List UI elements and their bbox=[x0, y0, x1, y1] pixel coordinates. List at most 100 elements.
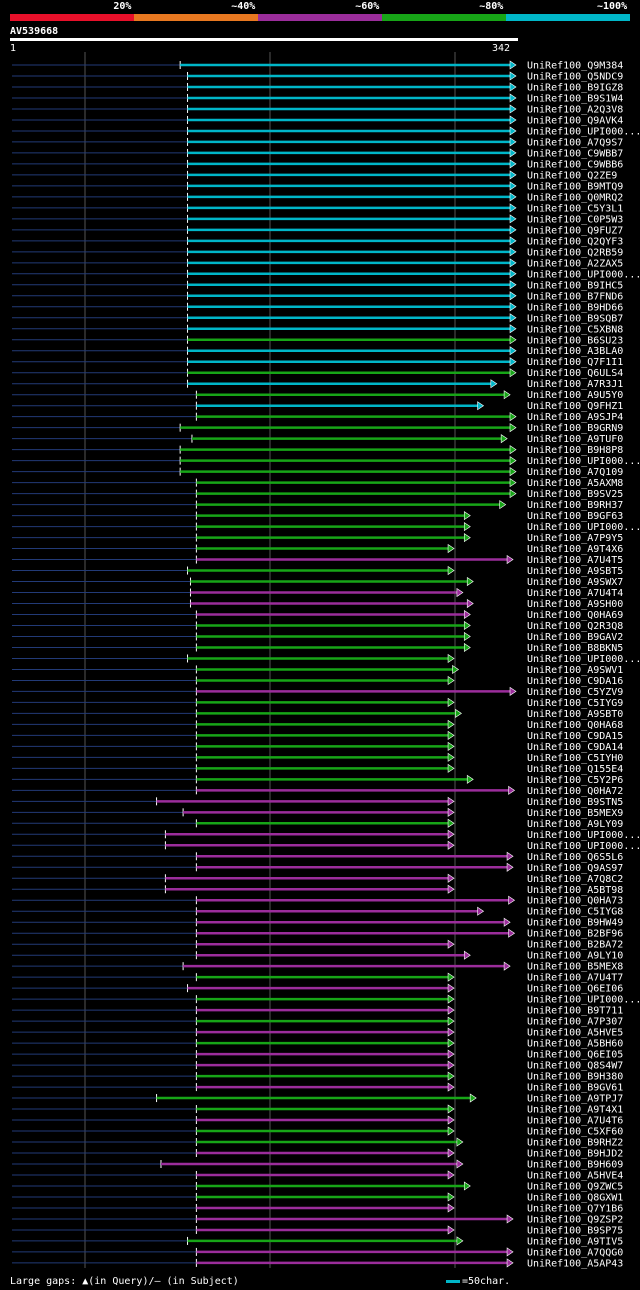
hit-label[interactable]: UniRef100_C9DA15 bbox=[527, 731, 623, 742]
hit-label[interactable]: UniRef100_A5HVE5 bbox=[527, 1028, 623, 1039]
hit-row[interactable]: UniRef100_B6SU23 bbox=[12, 335, 623, 346]
hit-row[interactable]: UniRef100_UPI000... bbox=[12, 653, 640, 665]
hit-label[interactable]: UniRef100_A9SH00 bbox=[527, 599, 623, 610]
hit-row[interactable]: UniRef100_Q0HA73 bbox=[12, 895, 623, 907]
hit-row[interactable]: UniRef100_Q0MRQ2 bbox=[12, 192, 623, 203]
hit-label[interactable]: UniRef100_B9MTQ9 bbox=[527, 181, 623, 192]
hit-row[interactable]: UniRef100_A7Q9S7 bbox=[12, 137, 623, 148]
hit-label[interactable]: UniRef100_A9TIV5 bbox=[527, 1236, 623, 1247]
hit-label[interactable]: UniRef100_A9TPJ7 bbox=[527, 1094, 623, 1105]
hit-label[interactable]: UniRef100_B9HJD2 bbox=[527, 1149, 623, 1160]
hit-row[interactable]: UniRef100_Q9ZWC5 bbox=[12, 1181, 623, 1192]
hit-row[interactable]: UniRef100_A9U5Y0 bbox=[12, 390, 623, 401]
hit-row[interactable]: UniRef100_B8BKN5 bbox=[12, 642, 623, 654]
hit-row[interactable]: UniRef100_B9H8P8 bbox=[12, 445, 623, 456]
hit-row[interactable]: UniRef100_UPI000... bbox=[12, 829, 640, 841]
hit-row[interactable]: UniRef100_A7P307 bbox=[12, 1016, 623, 1028]
hit-label[interactable]: UniRef100_A5HVE4 bbox=[527, 1170, 623, 1181]
hit-row[interactable]: UniRef100_A9LY09 bbox=[12, 818, 623, 830]
hit-label[interactable]: UniRef100_A9SBT5 bbox=[527, 566, 623, 577]
hit-label[interactable]: UniRef100_Q2ZE9 bbox=[527, 170, 617, 181]
hit-label[interactable]: UniRef100_A7P9Y5 bbox=[527, 533, 623, 544]
hit-row[interactable]: UniRef100_Q8GXW1 bbox=[12, 1192, 623, 1203]
hit-row[interactable]: UniRef100_A9SBT5 bbox=[12, 565, 623, 577]
hit-label[interactable]: UniRef100_B9IHC5 bbox=[527, 280, 623, 291]
hit-label[interactable]: UniRef100_Q8S4W7 bbox=[527, 1061, 623, 1072]
hit-label[interactable]: UniRef100_B7FND6 bbox=[527, 291, 623, 302]
hit-label[interactable]: UniRef100_B9T711 bbox=[527, 1006, 623, 1017]
hit-label[interactable]: UniRef100_A9SWX7 bbox=[527, 577, 623, 588]
hit-label[interactable]: UniRef100_A5BT98 bbox=[527, 885, 623, 896]
hit-label[interactable]: UniRef100_Q7Y1B6 bbox=[527, 1203, 623, 1214]
hit-row[interactable]: UniRef100_Q7Y1B6 bbox=[12, 1203, 623, 1214]
hit-row[interactable]: UniRef100_Q2QYF3 bbox=[12, 236, 623, 247]
hit-row[interactable]: UniRef100_C9DA14 bbox=[12, 741, 623, 753]
hit-row[interactable]: UniRef100_B9GV61 bbox=[12, 1082, 623, 1094]
hit-label[interactable]: UniRef100_UPI000... bbox=[527, 522, 640, 533]
hit-label[interactable]: UniRef100_Q2R3Q8 bbox=[527, 621, 623, 632]
hit-row[interactable]: UniRef100_C5IYH0 bbox=[12, 752, 623, 764]
hit-label[interactable]: UniRef100_A7R3J1 bbox=[527, 379, 623, 390]
hit-label[interactable]: UniRef100_C0P5W3 bbox=[527, 214, 623, 225]
hit-label[interactable]: UniRef100_B9SV25 bbox=[527, 489, 623, 500]
hit-label[interactable]: UniRef100_A7U4T6 bbox=[527, 1116, 623, 1127]
hit-row[interactable]: UniRef100_A9TIV5 bbox=[12, 1236, 623, 1247]
hit-row[interactable]: UniRef100_Q2RB59 bbox=[12, 247, 623, 258]
hit-row[interactable]: UniRef100_Q7F1I1 bbox=[12, 357, 623, 368]
hit-label[interactable]: UniRef100_A5AXM8 bbox=[527, 478, 623, 489]
hit-row[interactable]: UniRef100_A5AXM8 bbox=[12, 478, 623, 489]
hit-row[interactable]: UniRef100_Q6ULS4 bbox=[12, 368, 623, 379]
hit-row[interactable]: UniRef100_Q155E4 bbox=[12, 763, 623, 775]
hit-row[interactable]: UniRef100_UPI000... bbox=[12, 126, 640, 137]
hit-row[interactable]: UniRef100_A5HVE5 bbox=[12, 1027, 623, 1039]
hit-label[interactable]: UniRef100_Q0HA69 bbox=[527, 610, 623, 621]
hit-label[interactable]: UniRef100_Q0HA68 bbox=[527, 720, 623, 731]
hit-row[interactable]: UniRef100_A9SWV1 bbox=[12, 664, 623, 676]
hit-label[interactable]: UniRef100_A9TUF0 bbox=[527, 434, 623, 445]
hit-label[interactable]: UniRef100_Q9ZWC5 bbox=[527, 1181, 623, 1192]
hit-row[interactable]: UniRef100_UPI000... bbox=[12, 456, 640, 467]
hit-label[interactable]: UniRef100_UPI000... bbox=[527, 995, 640, 1006]
hit-label[interactable]: UniRef100_B9GRN9 bbox=[527, 423, 623, 434]
hit-row[interactable]: UniRef100_B9IHC5 bbox=[12, 280, 623, 291]
hit-row[interactable]: UniRef100_UPI000... bbox=[12, 840, 640, 852]
hit-row[interactable]: UniRef100_A9TUF0 bbox=[12, 434, 623, 445]
hit-row[interactable]: UniRef100_B9HJD2 bbox=[12, 1148, 623, 1160]
hit-label[interactable]: UniRef100_UPI000... bbox=[527, 830, 640, 841]
hit-label[interactable]: UniRef100_A9LY10 bbox=[527, 951, 623, 962]
hit-label[interactable]: UniRef100_A9SJP4 bbox=[527, 412, 623, 423]
hit-row[interactable]: UniRef100_B9GRN9 bbox=[12, 423, 623, 434]
hit-row[interactable]: UniRef100_B9RH37 bbox=[12, 500, 623, 511]
hit-row[interactable]: UniRef100_Q9AVK4 bbox=[12, 115, 623, 126]
hit-label[interactable]: UniRef100_A7Q9S7 bbox=[527, 137, 623, 148]
hit-row[interactable]: UniRef100_B9SV25 bbox=[12, 489, 623, 500]
hit-row[interactable]: UniRef100_Q9ZSP2 bbox=[12, 1214, 623, 1225]
hit-row[interactable]: UniRef100_A7U4T4 bbox=[12, 587, 623, 599]
hit-row[interactable]: UniRef100_B5MEX9 bbox=[12, 807, 623, 819]
hit-label[interactable]: UniRef100_A7Q109 bbox=[527, 467, 623, 478]
hit-label[interactable]: UniRef100_A5AP43 bbox=[527, 1258, 623, 1269]
hit-row[interactable]: UniRef100_Q2R3Q8 bbox=[12, 620, 623, 632]
hit-row[interactable]: UniRef100_Q8S4W7 bbox=[12, 1060, 623, 1072]
hit-label[interactable]: UniRef100_Q155E4 bbox=[527, 764, 623, 775]
hit-row[interactable]: UniRef100_A9LY10 bbox=[12, 950, 623, 962]
hit-row[interactable]: UniRef100_B9T711 bbox=[12, 1005, 623, 1017]
hit-row[interactable]: UniRef100_Q2ZE9 bbox=[12, 170, 617, 181]
hit-row[interactable]: UniRef100_C5IYG8 bbox=[12, 906, 623, 918]
hit-label[interactable]: UniRef100_B9SQB7 bbox=[527, 313, 623, 324]
hit-row[interactable]: UniRef100_Q6S5L6 bbox=[12, 851, 623, 863]
hit-row[interactable]: UniRef100_A5AP43 bbox=[12, 1258, 623, 1269]
hit-row[interactable]: UniRef100_B9IGZ8 bbox=[12, 82, 623, 93]
hit-row[interactable]: UniRef100_A7P9Y5 bbox=[12, 533, 623, 544]
hit-label[interactable]: UniRef100_B9HW49 bbox=[527, 918, 623, 929]
hit-row[interactable]: UniRef100_C9WBB6 bbox=[12, 159, 623, 170]
hit-row[interactable]: UniRef100_A7U4T7 bbox=[12, 972, 623, 984]
hit-label[interactable]: UniRef100_A7P307 bbox=[527, 1017, 623, 1028]
hit-label[interactable]: UniRef100_UPI000... bbox=[527, 456, 640, 467]
hit-label[interactable]: UniRef100_A7U4T5 bbox=[527, 555, 623, 566]
hit-label[interactable]: UniRef100_A3BLA0 bbox=[527, 346, 623, 357]
hit-label[interactable]: UniRef100_A9SBT0 bbox=[527, 709, 623, 720]
hit-row[interactable]: UniRef100_C5Y3L1 bbox=[12, 203, 623, 214]
hit-row[interactable]: UniRef100_A7R3J1 bbox=[12, 379, 623, 390]
hit-label[interactable]: UniRef100_C5IYG8 bbox=[527, 907, 623, 918]
